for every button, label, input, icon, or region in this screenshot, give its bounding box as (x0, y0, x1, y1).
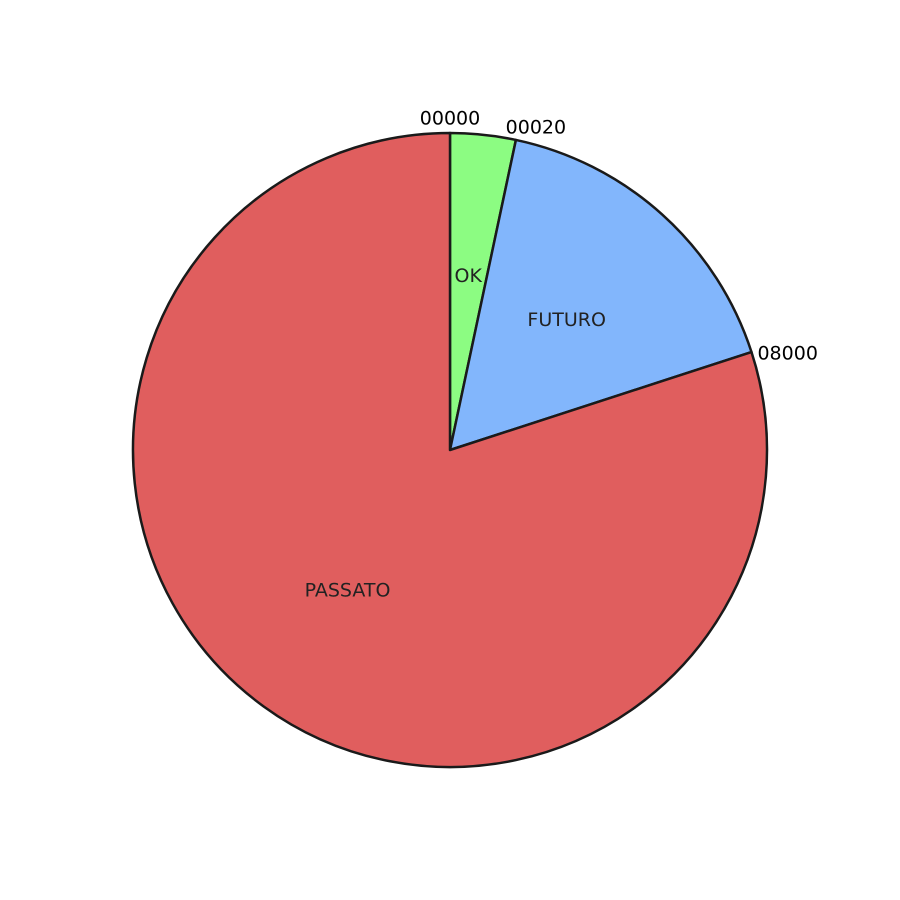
pie-slice-passato (131, 131, 769, 769)
boundary-label-0: 00000 (420, 108, 480, 130)
boundary-label-1: 00020 (506, 116, 566, 138)
slice-label-ok: OK (455, 265, 483, 287)
pie-slices (131, 131, 769, 769)
pie-slice-futuro (448, 138, 753, 452)
boundary-labels: 00000 00020 08000 (420, 108, 818, 365)
boundary-label-2: 08000 (757, 343, 817, 365)
slice-labels: OK FUTURO PASSATO (305, 265, 606, 601)
slice-label-futuro: FUTURO (527, 309, 606, 331)
slice-label-passato: PASSATO (305, 580, 391, 602)
